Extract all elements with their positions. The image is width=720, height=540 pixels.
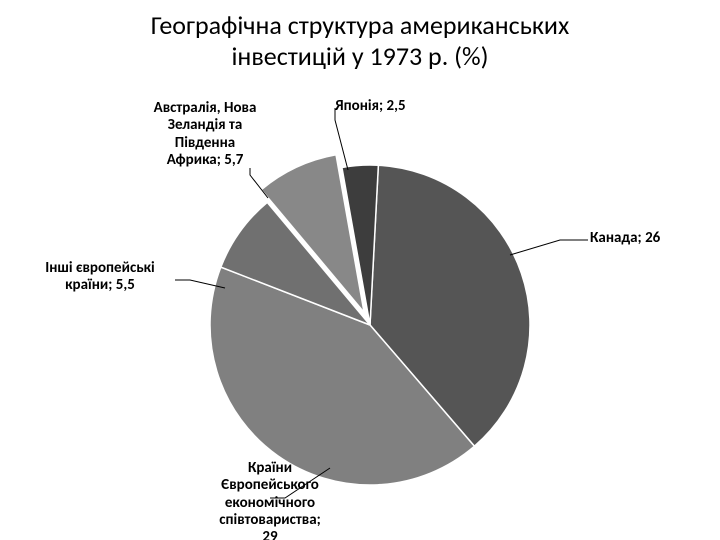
chart-title: Географічна структура американських інве… — [0, 10, 720, 72]
page: Географічна структура американських інве… — [0, 0, 720, 540]
slice-label: Канада; 26 — [590, 230, 710, 247]
slice-label: Країни Європейського економічного співто… — [190, 460, 350, 540]
slice-label: Інші європейські країни; 5,5 — [20, 260, 180, 295]
slice-label: Японія; 2,5 — [335, 98, 455, 115]
slice-label: Австралія, Нова Зеландія та Південна Афр… — [120, 100, 290, 169]
pie-svg — [0, 80, 720, 540]
leader-line — [510, 240, 588, 255]
pie-chart: Канада; 26 Країни Європейського економічн… — [0, 80, 720, 540]
